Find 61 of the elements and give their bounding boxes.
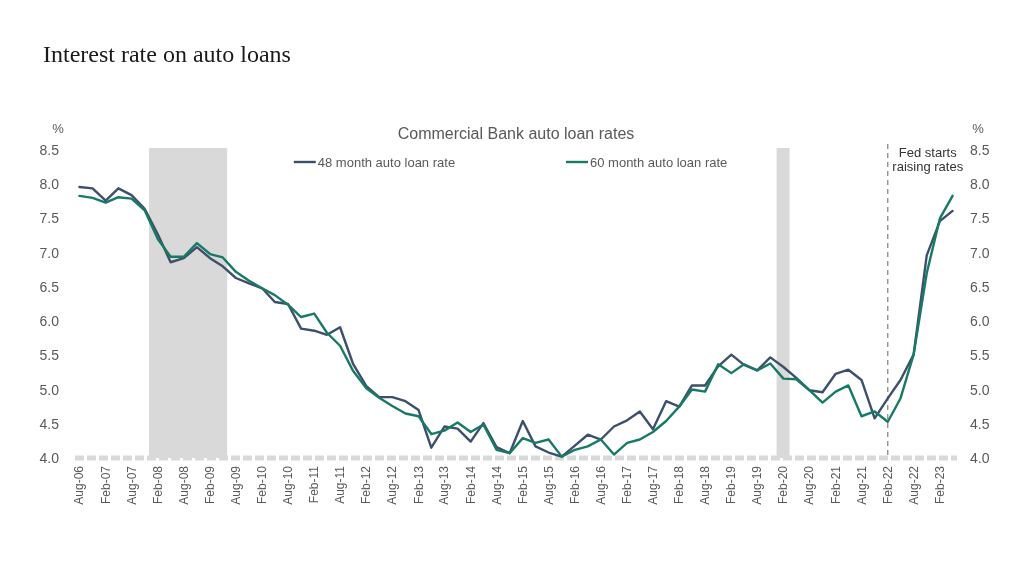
x-tick-label: Feb-18 bbox=[672, 465, 687, 505]
x-tick-label: Aug-09 bbox=[228, 465, 243, 505]
chart-subtitle: Commercial Bank auto loan rates bbox=[397, 125, 635, 142]
x-tick-label: Aug-17 bbox=[645, 465, 660, 505]
x-tick-label: Feb-21 bbox=[828, 465, 843, 505]
x-tick-label: Aug-21 bbox=[854, 465, 869, 505]
y2-tick-label: 7.0 bbox=[970, 244, 990, 261]
x-tick-label: Aug-14 bbox=[489, 465, 504, 505]
y2-tick-label: 8.0 bbox=[970, 176, 990, 193]
y-tick-label: 5.5 bbox=[39, 347, 60, 364]
x-tick-label: Aug-15 bbox=[541, 465, 556, 505]
y2-tick-label: 4.0 bbox=[970, 450, 990, 466]
x-tick-label: Feb-08 bbox=[150, 465, 165, 505]
y-tick-label: 8.0 bbox=[39, 176, 60, 193]
y-tick-label: 7.5 bbox=[39, 210, 60, 227]
x-tick-label: Feb-22 bbox=[880, 465, 895, 505]
x-tick-label: Aug-06 bbox=[72, 465, 87, 505]
y2-tick-label: 8.5 bbox=[970, 142, 990, 158]
x-tick-label: Aug-19 bbox=[750, 465, 765, 505]
y-tick-label: 6.0 bbox=[39, 313, 60, 330]
x-tick-label: Aug-22 bbox=[906, 465, 921, 505]
x-tick-label: Feb-09 bbox=[203, 465, 218, 505]
x-tick-label: Aug-20 bbox=[802, 465, 817, 505]
ref-line-label: Fed starts raising rates bbox=[892, 145, 964, 174]
y-tick-label: 8.5 bbox=[39, 142, 60, 158]
y2-tick-label: 7.5 bbox=[970, 210, 990, 227]
x-tick-label: Aug-10 bbox=[280, 465, 295, 505]
x-tick-label: Feb-07 bbox=[98, 465, 113, 505]
legend-label: 48 month auto loan rate bbox=[317, 154, 456, 170]
x-tick-label: Aug-12 bbox=[385, 465, 400, 505]
y-tick-label: 6.5 bbox=[39, 278, 60, 295]
x-tick-label: Feb-16 bbox=[567, 465, 582, 505]
x-tick-label: Feb-10 bbox=[255, 465, 270, 505]
y2-tick-label: 6.5 bbox=[970, 278, 990, 295]
y-axis-title: % bbox=[52, 121, 65, 136]
x-tick-label: Aug-18 bbox=[698, 465, 713, 505]
x-tick-label: Feb-14 bbox=[463, 465, 478, 505]
x-tick-label: Feb-11 bbox=[307, 465, 322, 504]
x-tick-label: Feb-13 bbox=[411, 465, 426, 505]
y2-axis-title: % bbox=[972, 121, 985, 136]
x-tick-label: Aug-16 bbox=[593, 465, 608, 505]
x-tick-label: Aug-11 bbox=[333, 465, 348, 504]
x-tick-label: Aug-07 bbox=[124, 465, 139, 505]
legend-label: 60 month auto loan rate bbox=[590, 154, 728, 170]
y2-tick-label: 6.0 bbox=[970, 313, 990, 330]
x-tick-label: Aug-13 bbox=[437, 465, 452, 505]
y2-tick-label: 5.5 bbox=[970, 347, 990, 364]
x-tick-label: Feb-20 bbox=[776, 465, 791, 505]
y-tick-label: 5.0 bbox=[39, 381, 60, 398]
x-tick-label: Feb-19 bbox=[724, 465, 739, 505]
y-tick-label: 7.0 bbox=[39, 244, 60, 261]
y2-tick-label: 5.0 bbox=[970, 381, 990, 398]
x-tick-label: Feb-12 bbox=[359, 465, 374, 505]
x-tick-label: Feb-23 bbox=[932, 465, 947, 505]
x-tick-label: Feb-15 bbox=[515, 465, 530, 505]
x-tick-label: Feb-17 bbox=[620, 465, 635, 505]
chart-title: Interest rate on auto loans bbox=[43, 41, 291, 67]
x-tick-label: Aug-08 bbox=[176, 465, 191, 505]
y-tick-label: 4.5 bbox=[39, 415, 60, 432]
y-tick-label: 4.0 bbox=[39, 450, 60, 466]
y2-tick-label: 4.5 bbox=[970, 415, 990, 432]
